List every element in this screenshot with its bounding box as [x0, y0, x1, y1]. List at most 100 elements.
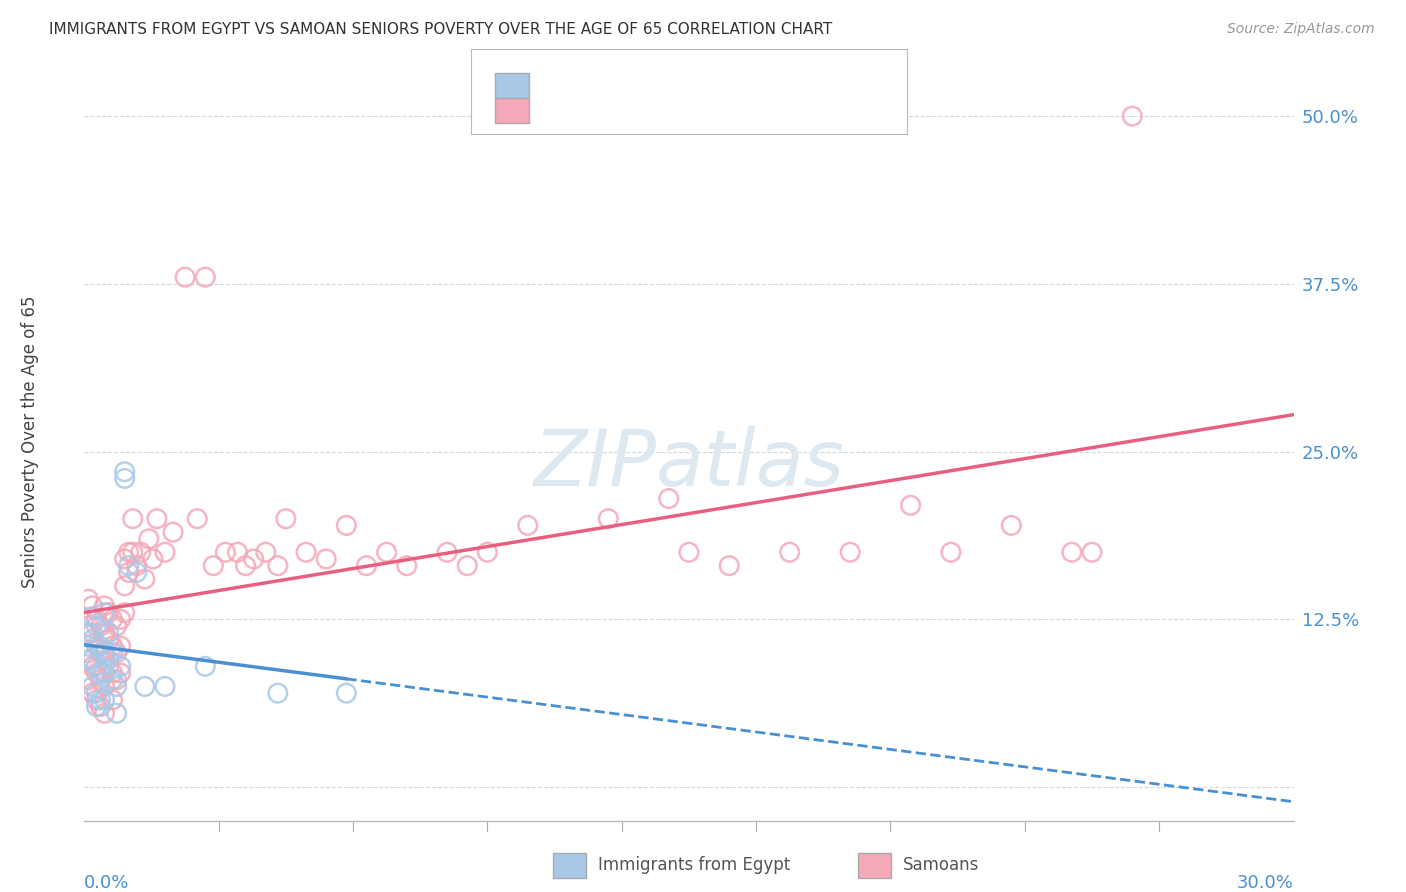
Point [125, 558, 148, 573]
Point [89, 699, 111, 714]
Point [114, 465, 136, 479]
Point [82, 625, 104, 640]
Point [77, 639, 100, 653]
Point [267, 686, 290, 700]
Point [1060, 545, 1083, 559]
Point [194, 659, 217, 673]
Point [315, 552, 337, 566]
Point [97, 659, 120, 673]
Point [82, 599, 104, 613]
Point [110, 666, 132, 681]
Point [93, 666, 115, 681]
Point [658, 491, 681, 506]
Point [86, 693, 108, 707]
Point [86, 686, 108, 700]
Point [242, 552, 264, 566]
Text: R =: R = [543, 77, 582, 95]
Point [93, 625, 115, 640]
Point [118, 566, 141, 580]
Text: N =: N = [664, 77, 716, 95]
Point [93, 652, 115, 666]
Point [86, 619, 108, 633]
Point [77, 592, 100, 607]
Point [105, 646, 128, 660]
Point [375, 545, 398, 559]
Point [138, 532, 160, 546]
Point [839, 545, 862, 559]
Point [89, 619, 111, 633]
Point [153, 680, 176, 694]
Point [456, 558, 478, 573]
Point [97, 632, 120, 647]
Point [77, 625, 100, 640]
Text: R =: R = [543, 102, 582, 120]
Point [335, 686, 357, 700]
Point [77, 619, 100, 633]
Point [194, 270, 217, 285]
Point [134, 680, 156, 694]
Point [93, 646, 115, 660]
Point [105, 673, 128, 687]
Point [598, 512, 620, 526]
Text: Samoans: Samoans [903, 856, 979, 874]
Text: 30.0%: 30.0% [1237, 874, 1294, 892]
Point [105, 706, 128, 721]
Point [114, 606, 136, 620]
Point [900, 498, 922, 512]
Point [235, 558, 257, 573]
Text: Source: ZipAtlas.com: Source: ZipAtlas.com [1227, 22, 1375, 37]
Point [114, 471, 136, 485]
Point [93, 706, 115, 721]
Point [114, 579, 136, 593]
Point [105, 619, 128, 633]
Point [105, 680, 128, 694]
Point [89, 673, 111, 687]
Point [82, 686, 104, 700]
Point [101, 646, 124, 660]
Point [254, 545, 277, 559]
Point [101, 639, 124, 653]
Point [82, 632, 104, 647]
Point [89, 693, 111, 707]
Text: Immigrants from Egypt: Immigrants from Egypt [598, 856, 790, 874]
Point [101, 693, 124, 707]
Point [110, 659, 132, 673]
Point [101, 612, 124, 626]
Point [267, 558, 290, 573]
Point [718, 558, 741, 573]
Point [226, 545, 249, 559]
Text: N =: N = [664, 102, 716, 120]
Point [82, 609, 104, 624]
Point [93, 680, 115, 694]
Point [97, 625, 120, 640]
Text: Seniors Poverty Over the Age of 65: Seniors Poverty Over the Age of 65 [21, 295, 39, 588]
Point [939, 545, 962, 559]
Point [678, 545, 700, 559]
Point [82, 652, 104, 666]
Point [97, 606, 120, 620]
Point [121, 545, 143, 559]
Point [129, 545, 152, 559]
Point [436, 545, 458, 559]
Point [214, 545, 236, 559]
Point [356, 558, 378, 573]
Point [174, 270, 197, 285]
Point [86, 659, 108, 673]
Point [110, 639, 132, 653]
Point [89, 646, 111, 660]
Text: ZIPatlas: ZIPatlas [533, 426, 845, 502]
Point [477, 545, 499, 559]
Point [86, 639, 108, 653]
Point [274, 512, 297, 526]
Point [1081, 545, 1104, 559]
Point [89, 639, 111, 653]
Point [86, 699, 108, 714]
Point [82, 680, 104, 694]
Point [186, 512, 208, 526]
Text: 34: 34 [725, 77, 751, 95]
Point [86, 612, 108, 626]
Point [202, 558, 225, 573]
Point [125, 566, 148, 580]
Point [114, 552, 136, 566]
Point [779, 545, 801, 559]
